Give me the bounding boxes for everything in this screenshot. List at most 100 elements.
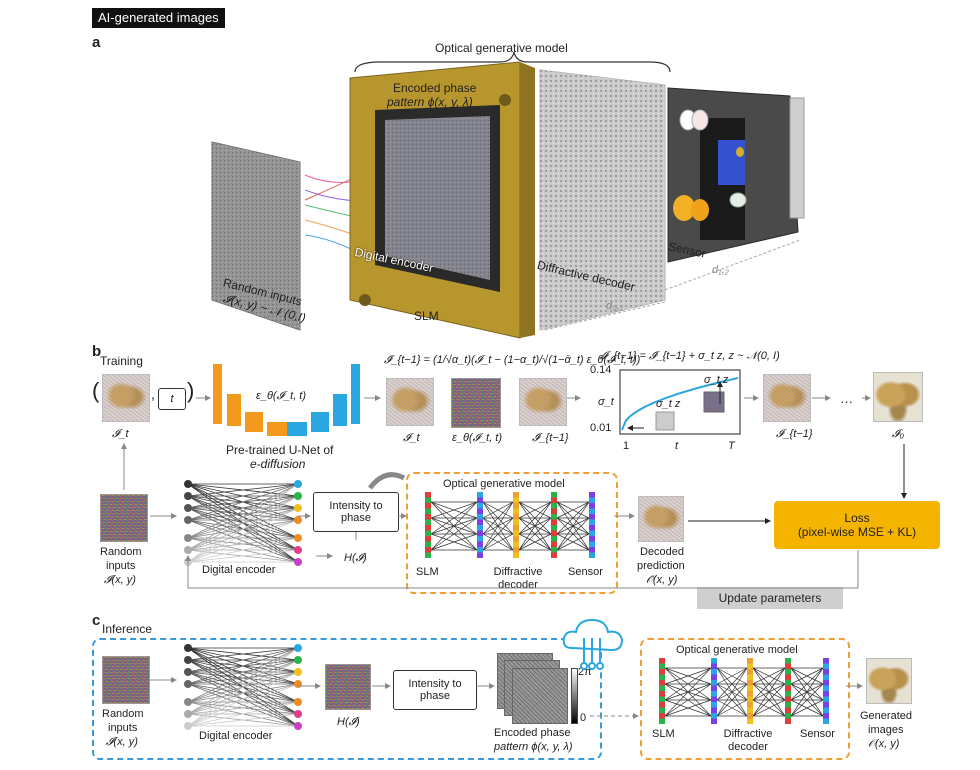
right-paren: )	[187, 378, 195, 403]
it-minus1-image	[763, 374, 811, 422]
plot-ymax: 0.14	[590, 364, 612, 376]
encoder-output-node	[294, 516, 302, 524]
d12-label: d₁,₂	[712, 264, 729, 276]
section-tag: AI-generated images	[92, 8, 225, 28]
generated-line1: Generated	[860, 710, 912, 722]
diffractive-layer-cell	[823, 691, 829, 697]
diffractive-layer-cell	[551, 514, 557, 520]
encoder-input-node	[184, 534, 192, 542]
diffractive-layer-cell	[711, 663, 717, 669]
random-inputs-b-line3: 𝓘(x, y)	[104, 574, 136, 586]
encoder-output-node	[294, 492, 302, 500]
ihat-label: 𝓘̂_{t−1}	[532, 432, 569, 444]
diffractive-layer-cell	[513, 508, 519, 514]
diffractive-layer-cell	[477, 552, 483, 558]
encoder-output-node	[294, 722, 302, 730]
ellipsis: ···	[840, 394, 853, 409]
brace-icon	[354, 51, 671, 73]
diffractive-layer-cell	[659, 663, 665, 669]
diffractive-layer-cell	[747, 707, 753, 713]
diffractive-layer-cell	[747, 718, 753, 724]
slm-b-label: SLM	[416, 566, 439, 578]
diffractive-layer-cell	[659, 658, 665, 664]
h-label-c: H(𝓘)	[337, 716, 360, 728]
diffractive-layer-cell	[425, 547, 431, 553]
eps-label: ε_θ(𝓘_t, t)	[256, 390, 307, 402]
unet-caption-line1: Pre-trained U-Net of	[226, 443, 334, 457]
diffractive-layer-cell	[513, 497, 519, 503]
diffractive-layer-cell	[711, 658, 717, 664]
diffractive-layer-cell	[425, 492, 431, 498]
plot-xt: t	[675, 440, 679, 452]
sensor-c-label: Sensor	[800, 728, 835, 740]
decoded-line3: 𝒪̂(x, y)	[646, 574, 678, 586]
plot-xT: T	[728, 440, 735, 452]
update-parameters-button[interactable]: Update parameters	[697, 587, 843, 609]
encoder-input-node	[184, 698, 192, 706]
diffractive-layer-cell	[477, 536, 483, 542]
diffractive-layer-cell	[589, 508, 595, 514]
encoder-output-node	[294, 656, 302, 664]
diffractive-layer-cell	[659, 707, 665, 713]
diffractive-layer-cell	[659, 680, 665, 686]
plot-x1: 1	[623, 440, 630, 452]
diffractive-layer-cell	[823, 696, 829, 702]
zero-label: 0	[580, 712, 587, 724]
diffractive-layer-cell	[551, 530, 557, 536]
diffractive-layer-cell	[551, 552, 557, 558]
encoder-output-node	[294, 546, 302, 554]
ihat-image	[519, 378, 567, 426]
sigma-plot	[582, 364, 754, 456]
intensity-box-c: Intensity to phase	[393, 670, 477, 710]
loss-line2: (pixel-wise MSE + KL)	[797, 525, 917, 539]
encoder-output-node	[294, 668, 302, 676]
diffractive-layer-cell	[589, 519, 595, 525]
butterfly-icon	[673, 109, 747, 221]
diffractive-layer-cell	[785, 663, 791, 669]
diffractive-layer-cell	[425, 503, 431, 509]
diffractive-layer-cell	[785, 718, 791, 724]
it-image	[386, 378, 434, 426]
encoder-output-node	[294, 698, 302, 706]
model-title-a: Optical generative model	[435, 41, 568, 55]
diffractive-layer-cell	[551, 492, 557, 498]
eps-image	[451, 378, 501, 428]
diffractive-layer-cell	[659, 713, 665, 719]
it-label-mid: 𝓘_t	[403, 432, 420, 444]
random-inputs-b-line2: inputs	[106, 560, 136, 572]
diffractive-layer-cell	[747, 713, 753, 719]
diffractive-layer-cell	[589, 547, 595, 553]
diffractive-layer-cell	[477, 514, 483, 520]
encoder-output-node	[294, 558, 302, 566]
panel-a-illustration	[211, 51, 805, 339]
panel-b-letter: b	[92, 343, 102, 360]
diffractive-layer-cell	[711, 696, 717, 702]
encoded-phase-a-line2: pattern ϕ(x, y, λ)	[387, 95, 473, 109]
diffractive-layer-cell	[589, 497, 595, 503]
h-label-b: H(𝓘)	[344, 552, 367, 564]
generated-image	[866, 658, 912, 704]
diffractive-layer-cell	[659, 669, 665, 675]
slm-c-label: SLM	[652, 728, 675, 740]
generated-line3: 𝒪(x, y)	[868, 738, 900, 750]
diffractive-layer-cell	[823, 658, 829, 664]
generated-line2: images	[868, 724, 904, 736]
diffractive-layer-cell	[785, 658, 791, 664]
encoded-c-line2: pattern ϕ(x, y, λ)	[494, 741, 573, 753]
diffractive-layer-cell	[747, 685, 753, 691]
diffractive-layer-cell	[513, 530, 519, 536]
unet-diagram	[213, 364, 363, 442]
encoder-output-node	[294, 504, 302, 512]
decoded-line1: Decoded	[640, 546, 685, 558]
diffractive-layer-cell	[747, 669, 753, 675]
random-inputs-c-line3: 𝓘(x, y)	[106, 736, 138, 748]
diffractive-layer-cell	[425, 530, 431, 536]
loss-line1: Loss	[844, 511, 870, 525]
panel-c-connectors	[150, 677, 863, 719]
digital-encoder-b-label: Digital encoder	[202, 564, 276, 576]
phase-colorbar	[571, 668, 578, 724]
diffractive-layer-cell	[425, 497, 431, 503]
inference-box	[92, 638, 602, 760]
diffractive-layer-cell	[823, 702, 829, 708]
diffractive-layer-cell	[659, 696, 665, 702]
